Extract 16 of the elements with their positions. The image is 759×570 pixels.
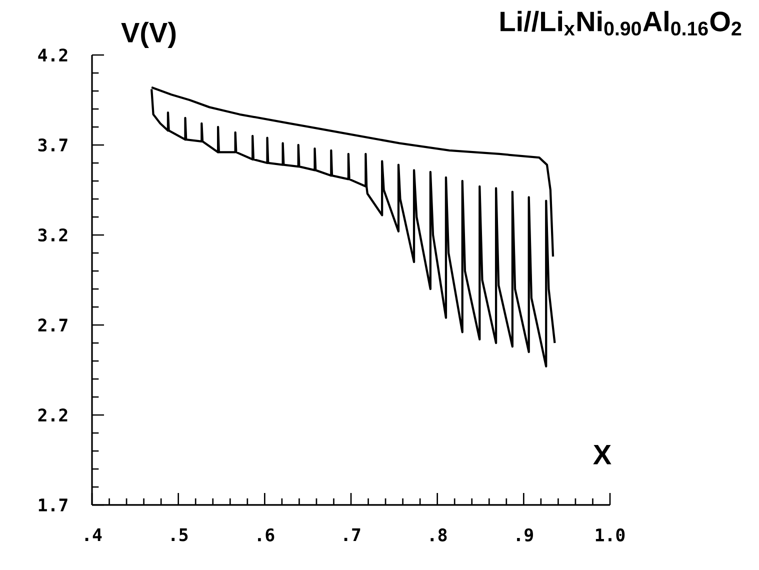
y-axis-title: V(V) xyxy=(121,22,176,48)
x-tick-label: .8 xyxy=(430,528,447,542)
x-tick-label: 1.0 xyxy=(596,528,625,542)
y-tick-label: 3.2 xyxy=(38,228,68,242)
y-tick-label: 2.2 xyxy=(38,408,68,422)
y-tick-label: 1.7 xyxy=(38,498,68,512)
x-tick-label: .4 xyxy=(85,528,102,541)
chart-title: Li//Li$_{x}$Ni$_{0.90}$Al$_{0.16}$O$_{2}$ xyxy=(500,10,742,36)
y-tick-label: 3.7 xyxy=(38,138,68,152)
x-tick-label: .6 xyxy=(258,528,274,542)
y-tick-label: 4.2 xyxy=(38,48,68,62)
x-tick-label: .5 xyxy=(172,528,188,542)
x-tick-label: .7 xyxy=(344,528,360,541)
y-tick-label: 2.7 xyxy=(38,318,68,332)
x-tick-label: .9 xyxy=(517,528,533,542)
x-axis-title: X xyxy=(593,445,612,464)
